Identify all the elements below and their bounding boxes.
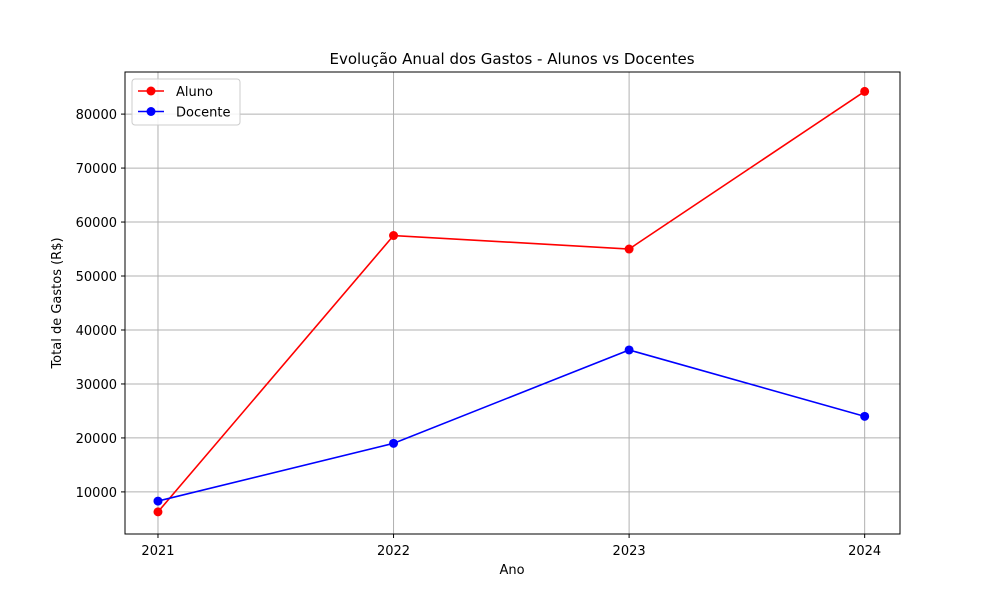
data-point-docente <box>153 496 163 506</box>
y-tick-label: 10000 <box>76 486 117 501</box>
y-tick-label: 20000 <box>76 432 117 447</box>
series-layer <box>153 86 870 517</box>
y-tick-label: 40000 <box>76 324 117 339</box>
legend-label-docente: Docente <box>176 106 230 121</box>
legend-marker-aluno <box>146 86 156 96</box>
series-aluno <box>153 86 870 517</box>
legend-marker-docente <box>146 107 156 116</box>
x-tick-label: 2021 <box>141 544 174 559</box>
series-line-aluno <box>157 90 866 513</box>
y-tick-label: 50000 <box>76 270 117 285</box>
legend-label-aluno: Aluno <box>176 85 213 100</box>
x-tick-label: 2023 <box>613 544 646 559</box>
data-point-aluno <box>153 507 163 517</box>
y-tick-label: 60000 <box>76 216 117 231</box>
series-line-docente <box>157 349 865 502</box>
x-axis-ticks: 2021 2022 2023 2024 <box>141 534 881 559</box>
x-tick-label: 2024 <box>848 544 881 559</box>
y-tick-label: 80000 <box>76 108 117 123</box>
data-point-aluno <box>389 231 399 241</box>
data-point-docente <box>389 438 399 448</box>
legend: Aluno Docente <box>131 78 241 126</box>
x-axis-label: Ano <box>499 563 524 578</box>
chart-title: Evolução Anual dos Gastos - Alunos vs Do… <box>329 50 694 68</box>
grid-layer <box>125 72 900 534</box>
y-tick-label: 30000 <box>76 378 117 393</box>
plot-frame <box>124 71 901 535</box>
data-point-docente <box>860 411 870 421</box>
x-tick-label: 2022 <box>377 544 410 559</box>
series-docente <box>153 345 870 506</box>
data-point-docente <box>624 345 634 355</box>
y-tick-label: 70000 <box>76 162 117 177</box>
y-axis-ticks: 10000 20000 30000 40000 50000 60000 70000 80000 <box>76 108 125 501</box>
data-point-aluno <box>624 244 634 254</box>
legend-item-docente: Docente <box>138 106 230 121</box>
data-point-aluno <box>860 86 870 96</box>
y-axis-label: Total de Gastos (R$) <box>50 237 65 369</box>
legend-item-aluno: Aluno <box>138 85 213 100</box>
